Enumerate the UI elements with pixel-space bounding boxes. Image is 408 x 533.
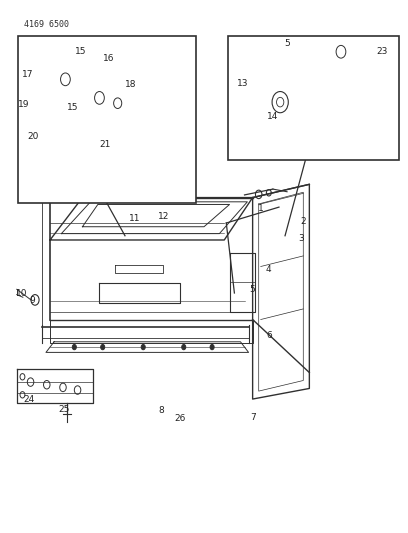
Text: 5: 5 [284,39,290,49]
FancyBboxPatch shape [18,36,196,203]
Text: 15: 15 [75,47,86,56]
Text: 17: 17 [22,70,33,79]
Circle shape [141,344,145,350]
Text: 21: 21 [99,140,111,149]
Text: 8: 8 [159,406,164,415]
Text: 1: 1 [258,204,264,213]
Text: 18: 18 [124,80,136,89]
Text: 23: 23 [377,47,388,56]
Circle shape [101,344,105,350]
Text: 4: 4 [266,265,272,273]
Text: 26: 26 [174,414,185,423]
Text: 20: 20 [27,132,39,141]
Text: 15: 15 [67,103,78,112]
Text: 2: 2 [300,217,306,226]
Circle shape [182,344,186,350]
Text: 12: 12 [158,212,169,221]
Text: 6: 6 [266,331,272,340]
Text: 9: 9 [29,296,35,305]
Circle shape [72,344,76,350]
FancyBboxPatch shape [228,36,399,160]
Text: 25: 25 [58,405,70,414]
Text: 19: 19 [18,100,29,109]
Text: 24: 24 [23,394,35,403]
Text: 10: 10 [16,288,27,297]
Text: 3: 3 [298,234,304,243]
Text: 14: 14 [267,112,279,121]
Text: 13: 13 [237,79,248,88]
Text: 5: 5 [250,285,255,294]
Circle shape [210,344,214,350]
Text: 11: 11 [129,214,141,223]
Text: 7: 7 [250,413,255,422]
Text: 4169 6500: 4169 6500 [24,20,69,29]
Text: 16: 16 [103,54,115,63]
